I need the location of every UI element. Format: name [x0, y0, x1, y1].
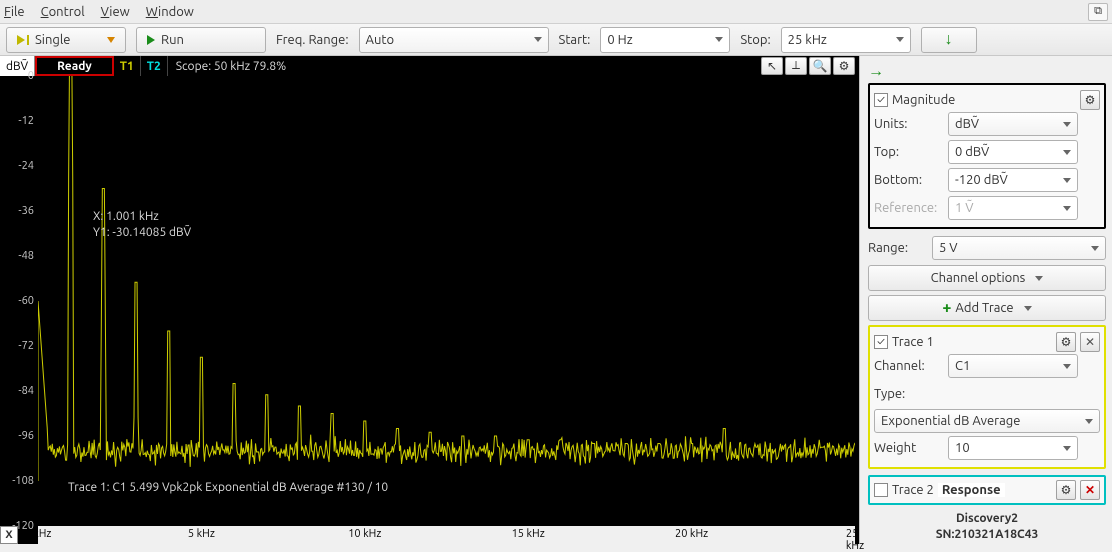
trace2-checkbox[interactable] [874, 483, 888, 497]
content: dBṼ Ready T1 T2 Scope: 50 kHz 79.8% ↖ ⟂ … [0, 56, 1112, 544]
status-ready: Ready [35, 56, 114, 76]
channel-label: Channel: [874, 359, 944, 373]
trace2-title: Trace 2 [892, 483, 934, 497]
trace1-checkbox[interactable]: ✓ [874, 335, 888, 349]
spectrum-trace [38, 76, 855, 526]
measure-icon[interactable]: ⟂ [785, 57, 807, 75]
magnitude-title: Magnitude [892, 93, 1076, 107]
trace2-gear-icon[interactable]: ⚙ [1056, 480, 1076, 500]
device-name: Discovery2 [868, 511, 1106, 527]
go-button[interactable]: ↓ [921, 27, 977, 53]
top-label: Top: [874, 145, 944, 159]
trace2-panel: Trace 2 Response ⚙ ✕ [868, 475, 1106, 505]
top-field[interactable]: 0 dBṼ [948, 140, 1078, 164]
trace1-badge[interactable]: T1 [114, 56, 141, 76]
menu-window[interactable]: Window [146, 5, 194, 19]
play-icon [147, 35, 155, 45]
device-sn: SN:210321A18C43 [868, 527, 1106, 543]
cursor-readout: X: 1.001 kHz Y1: -30.14085 dBṼ [93, 209, 191, 240]
chevron-down-icon [107, 37, 115, 43]
weight-label: Weight [874, 441, 944, 455]
x-axis-close[interactable]: X [0, 526, 18, 544]
plot-overlay: X: 1.001 kHz Y1: -30.14085 dBṼ Trace 1: … [38, 76, 855, 526]
range-combo[interactable]: 5 V [932, 236, 1106, 260]
cursor-x: X: 1.001 kHz [93, 209, 191, 225]
trace-info: Trace 1: C1 5.499 Vpk2pk Exponential dB … [68, 481, 388, 494]
gear-icon[interactable]: ⚙ [833, 57, 855, 75]
arrow-down-icon: ↓ [945, 30, 953, 49]
start-field[interactable]: 0 Hz [600, 27, 730, 53]
trace1-title: Trace 1 [892, 335, 1052, 349]
menu-view[interactable]: View [101, 5, 130, 19]
trace2-close-icon[interactable]: ✕ [1080, 480, 1100, 500]
scope-info: Scope: 50 kHz 79.8% [168, 56, 295, 76]
expand-arrow-icon[interactable]: → [868, 60, 1106, 83]
freq-range-label: Freq. Range: [276, 33, 349, 47]
start-value: 0 Hz [607, 33, 632, 47]
window-restore-icon[interactable]: ⧉ [1088, 3, 1108, 21]
scope-header: dBṼ Ready T1 T2 Scope: 50 kHz 79.8% ↖ ⟂ … [0, 56, 859, 76]
zoom-icon[interactable]: 🔍 [809, 57, 831, 75]
device-info: Discovery2 SN:210321A18C43 2020-07-06 23… [868, 511, 1106, 544]
menu-control[interactable]: Control [41, 5, 85, 19]
stop-value: 25 kHz [788, 33, 827, 47]
stop-label: Stop: [740, 33, 770, 47]
freq-range-value: Auto [366, 33, 395, 47]
side-panel: → ✓ Magnitude ⚙ Units: dBṼ Top: 0 dBṼ Bo… [859, 56, 1112, 544]
single-icon [17, 35, 25, 45]
menubar: File Control View Window ⧉ [0, 0, 1112, 24]
stop-field[interactable]: 25 kHz [781, 27, 911, 53]
run-label: Run [161, 33, 184, 47]
scope-area: dBṼ Ready T1 T2 Scope: 50 kHz 79.8% ↖ ⟂ … [0, 56, 859, 544]
channel-combo[interactable]: C1 [948, 354, 1078, 378]
cursor-y: Y1: -30.14085 dBṼ [93, 225, 191, 241]
weight-field[interactable]: 10 [948, 436, 1078, 460]
range-label: Range: [868, 241, 928, 255]
y-axis: 0-12-24-36-48-60-72-84-96-108-120 [0, 76, 38, 526]
response-label: Response [938, 483, 1005, 497]
trace1-close-icon[interactable]: ✕ [1080, 332, 1100, 352]
run-button[interactable]: Run [136, 27, 266, 53]
type-combo[interactable]: Exponential dB Average [874, 409, 1100, 433]
bottom-field[interactable]: -120 dBṼ [948, 168, 1078, 192]
plus-icon: + [942, 299, 951, 317]
start-label: Start: [559, 33, 591, 47]
single-label: Single [35, 33, 70, 47]
type-label: Type: [874, 387, 944, 401]
channel-options-button[interactable]: Channel options [868, 265, 1106, 291]
x-axis: 0 kHz5 kHz10 kHz15 kHz20 kHz25 kHz [38, 526, 855, 544]
reference-field: 1 Ṽ [948, 196, 1078, 220]
units-label: Units: [874, 117, 944, 131]
add-trace-button[interactable]: +Add Trace [868, 295, 1106, 321]
trace1-panel: ✓ Trace 1 ⚙ ✕ Channel: C1 Type: Exponent… [868, 325, 1106, 469]
bottom-label: Bottom: [874, 173, 944, 187]
magnitude-gear-icon[interactable]: ⚙ [1080, 90, 1100, 110]
cursor-icon[interactable]: ↖ [761, 57, 783, 75]
trace1-gear-icon[interactable]: ⚙ [1056, 332, 1076, 352]
magnitude-checkbox[interactable]: ✓ [874, 93, 888, 107]
single-button[interactable]: Single [6, 27, 126, 53]
units-combo[interactable]: dBṼ [948, 112, 1078, 136]
plot[interactable]: 0-12-24-36-48-60-72-84-96-108-120 X: 1.0… [0, 76, 859, 544]
freq-range-combo[interactable]: Auto [359, 27, 549, 53]
menu-file[interactable]: File [4, 5, 25, 19]
toolbar: Single Run Freq. Range: Auto Start: 0 Hz… [0, 24, 1112, 56]
trace2-badge[interactable]: T2 [141, 56, 168, 76]
magnitude-panel: ✓ Magnitude ⚙ Units: dBṼ Top: 0 dBṼ Bott… [868, 83, 1106, 229]
reference-label: Reference: [874, 201, 944, 215]
